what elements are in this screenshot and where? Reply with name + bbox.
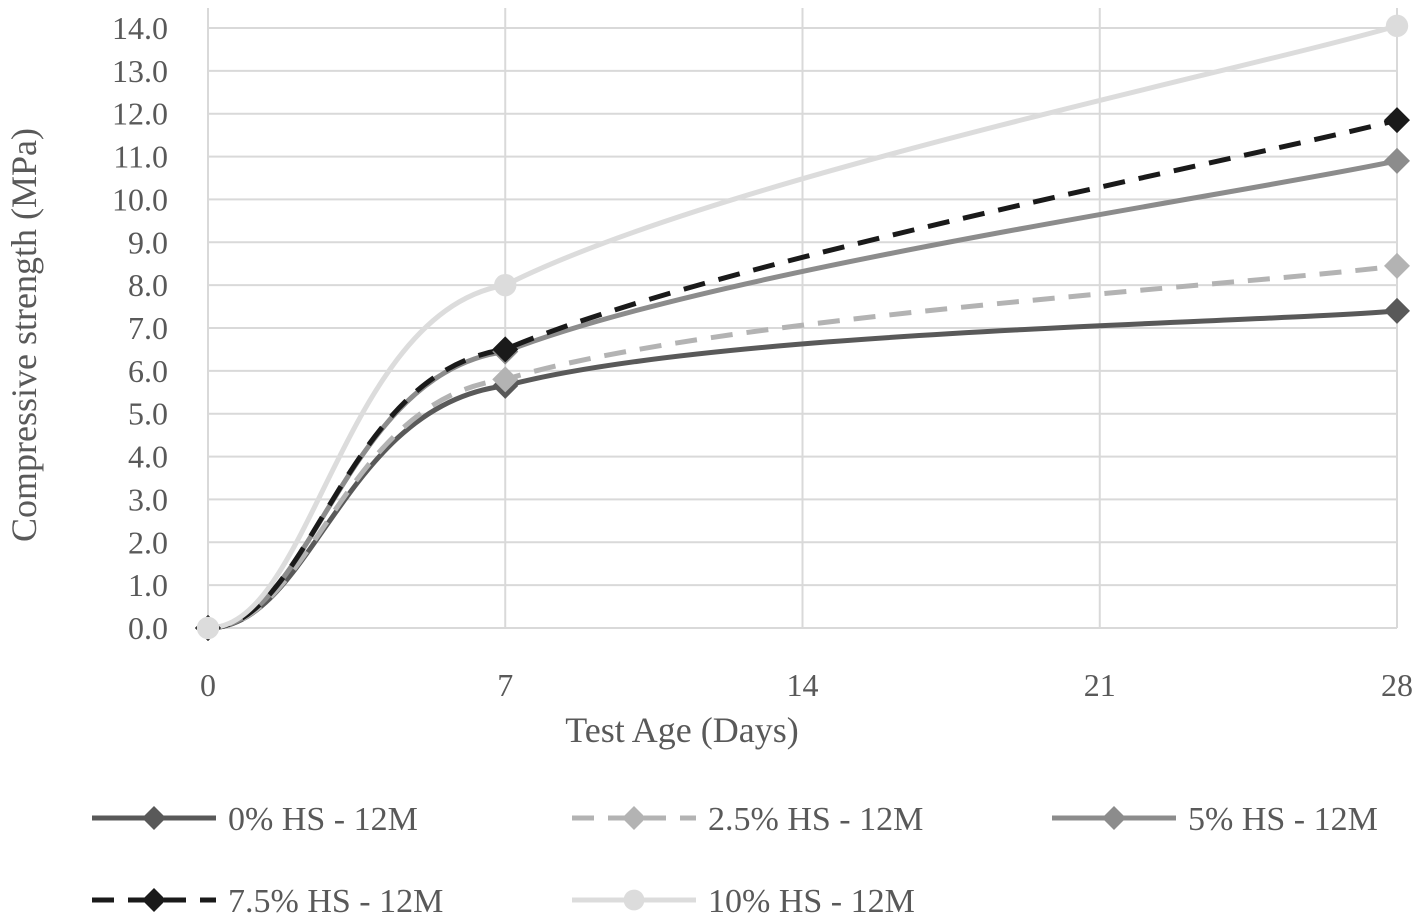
data-point [492,336,519,363]
y-tick-label: 14.0 [112,10,168,46]
series-line [207,263,1398,631]
y-tick-label: 4.0 [128,439,168,475]
y-axis-title: Compressive strength (MPa) [4,128,44,542]
data-point [494,273,517,297]
y-tick-label: 5.0 [128,396,168,432]
legend-label: 7.5% HS - 12M [228,883,443,917]
legend-item: 2.5% HS - 12M [572,801,923,838]
y-tick-label: 10.0 [112,181,168,217]
data-point [492,366,519,393]
legend-item: 7.5% HS - 12M [92,883,443,917]
series-markers [195,14,1410,641]
y-tick-label: 11.0 [113,139,168,175]
series-line [207,23,1398,631]
series-line [207,158,1398,631]
legend-label: 0% HS - 12M [228,801,418,838]
y-tick-label: 8.0 [128,267,168,303]
y-tick-label: 3.0 [128,481,168,517]
y-tick-label: 6.0 [128,353,168,389]
data-point [1384,297,1410,324]
y-tick-label: 7.0 [128,310,168,346]
data-point [196,616,220,640]
legend-label: 10% HS - 12M [708,883,915,917]
legend-item: 10% HS - 12M [572,883,915,917]
y-tick-label: 12.0 [112,96,168,132]
data-point [1384,252,1410,279]
y-tick-label: 2.0 [128,524,168,560]
legend-marker [1102,806,1126,830]
x-tick-label: 28 [1381,667,1413,703]
legend-marker [142,806,166,830]
x-axis-ticks: 0 7 14 21 28 [200,667,1413,703]
x-tick-label: 7 [497,667,513,703]
y-axis-ticks: 0.0 1.0 2.0 3.0 4.0 5.0 6.0 7.0 8.0 9.0 10.0 11.0 12… [112,10,168,646]
x-tick-label: 14 [787,667,819,703]
y-tick-label: 13.0 [112,53,168,89]
y-tick-label: 9.0 [128,224,168,260]
data-point [1385,14,1409,38]
legend-item: 0% HS - 12M [92,801,418,838]
legend-marker [622,806,646,830]
legend-marker [623,889,645,911]
legend-label: 5% HS - 12M [1188,801,1378,838]
x-tick-label: 21 [1084,667,1116,703]
series-line [207,117,1398,631]
legend-item: 5% HS - 12M [1052,801,1378,838]
legend-label: 2.5% HS - 12M [708,801,923,838]
data-point [1384,147,1410,174]
x-axis-title: Test Age (Days) [565,710,798,750]
grid [207,8,1398,629]
x-tick-label: 0 [200,667,216,703]
legend: 0% HS - 12M 2.5% HS - 12M 5% HS - 12M 7.5% … [92,801,1378,917]
series-lines [207,23,1398,631]
y-tick-label: 1.0 [128,567,168,603]
legend-marker [142,888,166,912]
y-tick-label: 0.0 [128,610,168,646]
data-point [1384,107,1410,134]
